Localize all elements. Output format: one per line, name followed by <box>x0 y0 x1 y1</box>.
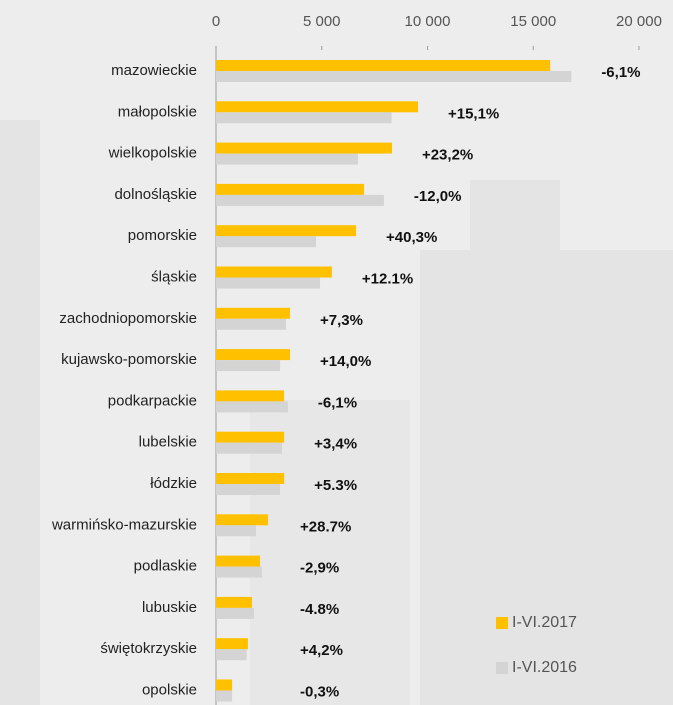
change-label: -6,1% <box>601 64 640 81</box>
bar <box>216 680 232 691</box>
bar <box>216 432 284 443</box>
change-label: +7,3% <box>320 312 363 329</box>
bar <box>216 267 332 278</box>
bar <box>216 443 282 454</box>
y-tick-label: warmińsko-mazurskie <box>51 516 197 533</box>
legend-label: I-VI.2017 <box>512 614 577 631</box>
change-label: -2,9% <box>300 560 339 577</box>
bar <box>216 473 284 484</box>
x-tick-label: 15 000 <box>510 13 556 30</box>
bar <box>216 514 268 525</box>
change-label: +40,3% <box>386 229 437 246</box>
bar <box>216 608 254 619</box>
change-label: +28.7% <box>300 518 351 535</box>
change-label: +14,0% <box>320 353 371 370</box>
bar <box>216 236 316 247</box>
bar <box>216 567 262 578</box>
change-label: -4.8% <box>300 601 339 618</box>
bar <box>216 484 280 495</box>
bar <box>216 278 320 289</box>
bar <box>216 401 288 412</box>
bar <box>216 225 356 236</box>
change-label: +5.3% <box>314 477 357 494</box>
y-tick-label: lubelskie <box>139 434 197 451</box>
bar <box>216 556 260 567</box>
y-tick-label: dolnośląskie <box>114 186 197 203</box>
bar <box>216 360 280 371</box>
y-tick-label: mazowieckie <box>111 62 197 79</box>
chart: 0 5 000 10 000 15 000 20 000 mazowieckie -6,1%… <box>0 0 673 705</box>
change-label: +3,4% <box>314 436 357 453</box>
y-tick-label: łódzkie <box>150 475 197 492</box>
y-tick-label: śląskie <box>151 268 197 285</box>
y-tick-label: zachodniopomorskie <box>59 310 197 327</box>
bar <box>216 349 290 360</box>
bar <box>216 195 384 206</box>
change-label: -0,3% <box>300 683 339 700</box>
bar <box>216 308 290 319</box>
bar <box>216 525 256 536</box>
change-label: +15,1% <box>448 105 499 122</box>
change-label: +4,2% <box>300 642 343 659</box>
legend-swatch <box>496 662 508 674</box>
bar <box>216 319 286 330</box>
y-tick-label: pomorskie <box>128 227 197 244</box>
x-tick-label: 0 <box>212 13 220 30</box>
legend-label: I-VI.2016 <box>512 659 577 676</box>
bar <box>216 597 252 608</box>
bar <box>216 638 248 649</box>
bar <box>216 143 392 154</box>
y-tick-label: małopolskie <box>118 103 197 120</box>
change-label: -6,1% <box>318 394 357 411</box>
change-label: -12,0% <box>414 188 462 205</box>
bar <box>216 154 358 165</box>
x-tick-label: 5 000 <box>303 13 341 30</box>
bar <box>216 71 571 82</box>
x-tick-label: 20 000 <box>616 13 662 30</box>
bar <box>216 649 247 660</box>
page: {"chart_data": {"type": "bar", "orientat… <box>0 0 673 705</box>
bar <box>216 101 418 112</box>
bar <box>216 691 232 702</box>
bar <box>216 184 364 195</box>
change-label: +23,2% <box>422 147 473 164</box>
legend-swatch <box>496 617 508 629</box>
y-tick-label: opolskie <box>142 681 197 698</box>
x-tick-label: 10 000 <box>405 13 451 30</box>
bar <box>216 112 392 123</box>
y-tick-label: lubuskie <box>142 599 197 616</box>
y-tick-label: podkarpackie <box>108 392 197 409</box>
bar <box>216 390 284 401</box>
y-tick-label: wielkopolskie <box>108 145 197 162</box>
change-label: +12.1% <box>362 270 413 287</box>
bar <box>216 60 550 71</box>
y-tick-label: podlaskie <box>134 558 197 575</box>
y-tick-label: kujawsko-pomorskie <box>61 351 197 368</box>
y-tick-label: świętokrzyskie <box>100 640 197 657</box>
